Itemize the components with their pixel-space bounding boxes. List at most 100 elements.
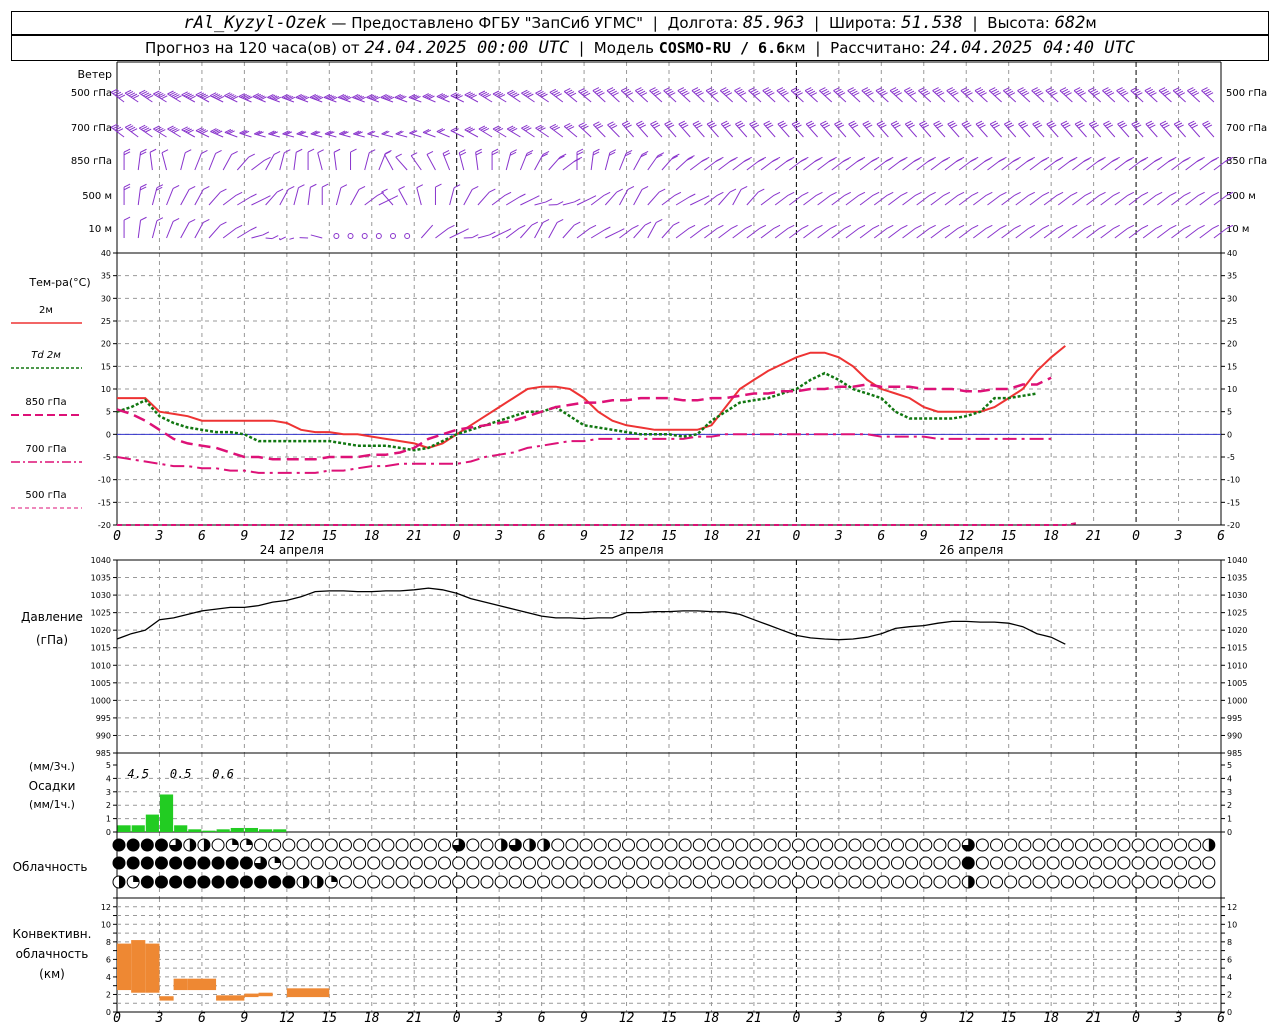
cloud-symbol — [791, 856, 805, 870]
legend-label: 2м — [39, 305, 53, 316]
wind-barb-feather — [214, 129, 221, 134]
wind-barb-feather — [653, 90, 660, 95]
title-bar: rAl_Kyzyl-Ozek — Предоставлено ФГБУ "Зап… — [11, 11, 1269, 35]
wind-barb-feather — [283, 130, 291, 135]
wind-barb-feather — [450, 92, 457, 97]
wind-barb — [420, 224, 434, 239]
wind-barb-feather — [539, 92, 546, 97]
wind-barb-feather — [740, 185, 748, 190]
wind-barb-feather — [224, 92, 231, 97]
wind-barb-feather — [578, 87, 585, 92]
wind-barb-feather — [464, 91, 471, 96]
wind-barb — [1145, 123, 1158, 138]
wind-barb-feather — [398, 95, 405, 100]
wind-barb-feather — [468, 93, 475, 98]
cloud-symbol — [409, 875, 423, 889]
wind-barb — [208, 191, 221, 206]
cloud-symbol — [565, 875, 579, 889]
wind-barb-feather — [317, 96, 324, 101]
wind-barb — [690, 198, 704, 206]
cloud-symbol — [1089, 838, 1103, 852]
wind-barb-feather — [181, 126, 188, 131]
wind-barb-feather — [317, 149, 324, 154]
wind-barb-feather — [971, 224, 979, 229]
wind-barb — [237, 229, 251, 239]
wind-barb-feather — [858, 191, 866, 196]
wind-barb-feather — [1091, 90, 1099, 95]
wind-barb-feather — [1062, 122, 1069, 127]
hour-tick-label-bottom: 18 — [364, 1011, 380, 1024]
wind-barb-feather — [464, 126, 471, 131]
cloud-symbol — [565, 838, 579, 852]
hour-tick-label-bottom: 21 — [1086, 1011, 1102, 1024]
cloud-symbol — [480, 856, 494, 870]
cloud-symbol — [140, 856, 154, 870]
cloud-symbol — [197, 875, 211, 889]
wind-barb-feather — [781, 124, 788, 129]
wind-barb-feather — [533, 195, 540, 200]
hour-tick-label: 21 — [406, 529, 422, 544]
wind-barb-feather — [639, 124, 646, 129]
cloud-symbol — [225, 875, 239, 889]
wind-barb — [548, 156, 561, 171]
cloud-symbol — [508, 856, 522, 870]
day-label: 24 апреля — [260, 543, 324, 557]
wind-barb — [661, 156, 674, 171]
wind-barb-feather — [1012, 158, 1019, 163]
wind-barb-feather — [689, 193, 696, 198]
wind-barb — [1057, 194, 1072, 206]
wind-barb-feather — [248, 153, 255, 158]
wind-barb-feather — [369, 95, 377, 100]
wind-barb-feather — [472, 234, 479, 239]
cloud-symbol — [154, 838, 168, 852]
wind-barb-feather — [787, 191, 795, 196]
wind-level-label: 500 м — [1226, 191, 1256, 202]
wind-barb-feather — [466, 92, 473, 97]
wind-barb-feather — [450, 127, 457, 132]
wind-barb-feather — [1000, 191, 1007, 196]
wind-level-label: 10 м — [89, 224, 112, 235]
lon-label: Долгота: — [667, 14, 739, 32]
cloud-symbol — [834, 875, 848, 889]
wind-barb-feather — [623, 122, 631, 127]
wind-barb — [194, 153, 202, 171]
wind-barb-feather — [734, 87, 741, 92]
wind-barb-feather — [1190, 90, 1198, 95]
day-label: 26 апреля — [939, 543, 1003, 557]
wind-barb-feather — [387, 96, 395, 101]
cloud-symbol — [1032, 875, 1046, 889]
cloud-symbol — [990, 875, 1004, 889]
precip-total-label: 0.5 — [170, 767, 192, 781]
wind-barb-feather — [553, 126, 560, 131]
wind-barb-feather — [220, 188, 227, 193]
wind-barb-feather — [1089, 120, 1096, 125]
hour-tick-label: 9 — [580, 529, 588, 544]
hour-tick-label-bottom: 6 — [538, 1011, 546, 1024]
wind-barb-feather — [667, 90, 674, 95]
wind-barb-feather — [1113, 191, 1120, 196]
ytick-label-conv: 0 — [1227, 1008, 1232, 1017]
cloud-symbol — [975, 875, 989, 889]
wind-barb-feather — [281, 93, 288, 98]
wind-barb-feather — [172, 184, 180, 189]
wind-barb-feather — [123, 148, 131, 153]
wind-level-label: 850 гПа — [71, 156, 112, 167]
wind-barb-feather — [1184, 224, 1191, 229]
wind-barb-feather — [725, 92, 733, 97]
wind-barb-feather — [1149, 124, 1156, 129]
wind-barb-feather — [952, 92, 959, 97]
wind-barb-feather — [658, 188, 666, 193]
wind-barb-feather — [187, 129, 194, 134]
wind-barb-feather — [625, 124, 632, 129]
wind-barb-feather — [195, 91, 203, 96]
wind-barb — [633, 189, 643, 206]
wind-barb-feather — [1170, 191, 1177, 196]
wind-barb-feather — [830, 191, 837, 196]
wind-calm — [333, 233, 340, 239]
wind-barb — [746, 159, 761, 171]
wind-barb-feather — [519, 193, 526, 198]
ytick-label-conv: 10 — [1227, 920, 1237, 929]
wind-barb-feather — [593, 148, 600, 153]
wind-barb-feather — [235, 191, 243, 196]
cloud-symbol — [183, 856, 197, 870]
